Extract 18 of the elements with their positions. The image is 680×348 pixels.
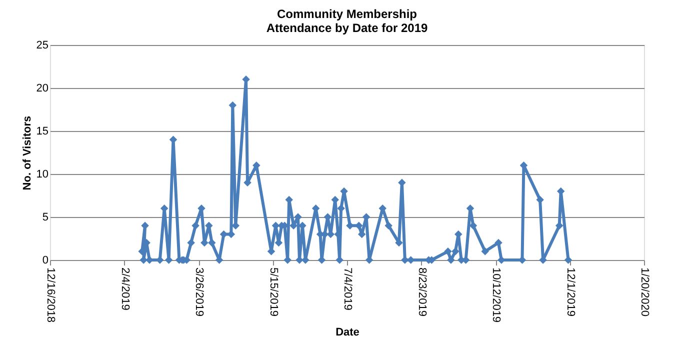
x-tick-label: 1/20/2020 — [638, 268, 650, 316]
y-tick-label: 20 — [36, 82, 48, 94]
chart-title: Community Membership Attendance by Date for 2019 — [266, 7, 428, 35]
y-tick-label: 5 — [42, 212, 48, 224]
y-tick-label: 25 — [36, 40, 48, 52]
x-tick-label: 8/23/2019 — [416, 268, 428, 316]
x-tick-label: 12/16/2018 — [44, 268, 56, 323]
y-axis-title: No. of Visitors — [21, 116, 34, 190]
y-tick-label: 15 — [36, 126, 48, 138]
x-tick-label: 12/1/2019 — [564, 268, 576, 316]
x-tick-label: 7/4/2019 — [342, 268, 354, 310]
x-tick-label: 5/15/2019 — [267, 268, 280, 316]
x-axis-title: Date — [336, 326, 360, 339]
y-tick-label: 0 — [42, 254, 48, 266]
y-tick-label: 10 — [36, 168, 48, 180]
x-tick-label: 2/4/2019 — [118, 268, 131, 310]
x-tick-label: 3/26/2019 — [193, 268, 205, 316]
x-tick-label: 10/12/2019 — [490, 268, 502, 323]
